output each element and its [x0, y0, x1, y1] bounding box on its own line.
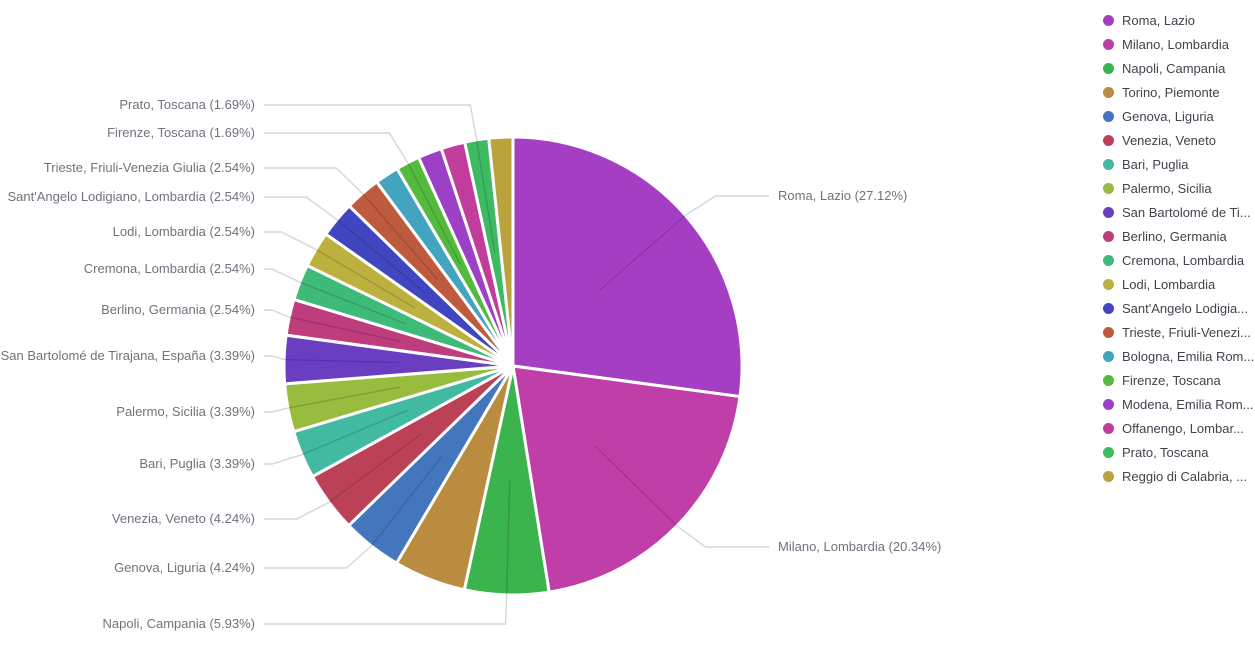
legend-item-label: San Bartolomé de Ti...	[1122, 204, 1251, 220]
leader-line-prato-toscana	[264, 104, 496, 254]
legend-item-label: Modena, Emilia Rom...	[1122, 396, 1254, 412]
legend-item-label: Cremona, Lombardia	[1122, 252, 1245, 268]
legend-item-napoli-campania[interactable]: Napoli, Campania	[1103, 56, 1254, 80]
legend-swatch	[1103, 110, 1114, 122]
legend-swatch	[1103, 398, 1114, 410]
legend-swatch	[1103, 254, 1114, 266]
legend-swatch	[1103, 326, 1114, 338]
legend-item-san-bartolom-de-ti[interactable]: San Bartolomé de Ti...	[1103, 200, 1254, 224]
legend-item-berlino-germania[interactable]: Berlino, Germania	[1103, 224, 1254, 248]
leader-line-napoli-campania	[264, 480, 511, 625]
legend-swatch	[1103, 158, 1114, 170]
legend-item-label: Offanengo, Lombar...	[1122, 420, 1244, 436]
legend-item-palermo-sicilia[interactable]: Palermo, Sicilia	[1103, 176, 1254, 200]
pie-slice-reggio-di-calabria[interactable]	[487, 135, 515, 368]
legend-swatch	[1103, 374, 1114, 386]
legend-item-torino-piemonte[interactable]: Torino, Piemonte	[1103, 80, 1254, 104]
legend-item-bari-puglia[interactable]: Bari, Puglia	[1103, 152, 1254, 176]
legend-swatch	[1103, 206, 1114, 218]
legend-swatch	[1103, 470, 1114, 482]
legend-item-firenze-toscana[interactable]: Firenze, Toscana	[1103, 368, 1254, 392]
legend: Roma, Lazio Milano, Lombardia Napoli, Camp…	[1103, 8, 1254, 488]
legend-item-reggio-di-calabria[interactable]: Reggio di Calabria, ...	[1103, 464, 1254, 488]
legend-item-label: Lodi, Lombardia	[1122, 276, 1216, 292]
legend-item-trieste-friuli-venezi[interactable]: Trieste, Friuli-Venezi...	[1103, 320, 1254, 344]
legend-item-label: Firenze, Toscana	[1122, 372, 1221, 388]
legend-item-label: Bologna, Emilia Rom...	[1122, 348, 1255, 364]
legend-item-modena-emilia-rom[interactable]: Modena, Emilia Rom...	[1103, 392, 1254, 416]
leader-line-palermo-sicilia	[264, 386, 401, 413]
legend-item-label: Reggio di Calabria, ...	[1122, 468, 1248, 484]
leader-line-genova-liguria	[264, 455, 443, 569]
leader-line-lodi-lombardia	[264, 231, 415, 309]
legend-item-genova-liguria[interactable]: Genova, Liguria	[1103, 104, 1254, 128]
leader-line-bari-puglia	[264, 409, 408, 465]
legend-swatch	[1103, 14, 1114, 26]
legend-item-label: Roma, Lazio	[1122, 12, 1195, 28]
legend-swatch	[1103, 446, 1114, 458]
legend-item-label: Milano, Lombardia	[1122, 36, 1229, 52]
legend-item-label: Trieste, Friuli-Venezi...	[1122, 324, 1251, 340]
legend-item-bologna-emilia-rom[interactable]: Bologna, Emilia Rom...	[1103, 344, 1254, 368]
legend-item-label: Palermo, Sicilia	[1122, 180, 1212, 196]
legend-swatch	[1103, 134, 1114, 146]
legend-item-offanengo-lombar[interactable]: Offanengo, Lombar...	[1103, 416, 1254, 440]
leader-line-venezia-veneto	[264, 433, 422, 520]
pie-slices	[282, 135, 744, 597]
pie-slice-milano-lombardia[interactable]	[511, 364, 742, 594]
legend-item-prato-toscana[interactable]: Prato, Toscana	[1103, 440, 1254, 464]
legend-item-label: Prato, Toscana	[1122, 444, 1209, 460]
legend-item-label: Berlino, Germania	[1122, 228, 1227, 244]
legend-swatch	[1103, 350, 1114, 362]
legend-item-roma-lazio[interactable]: Roma, Lazio	[1103, 8, 1254, 32]
leader-line-sant-angelo-lodigia	[264, 196, 426, 294]
legend-item-label: Genova, Liguria	[1122, 108, 1214, 124]
leader-lines	[264, 104, 769, 625]
leader-line-trieste-friuli-venezi	[264, 167, 439, 281]
legend-swatch	[1103, 302, 1114, 314]
leader-line-milano-lombardia	[594, 445, 769, 548]
leader-line-san-bartolom-de-ti	[264, 355, 399, 364]
legend-item-label: Venezia, Veneto	[1122, 132, 1216, 148]
legend-item-sant-angelo-lodigia[interactable]: Sant'Angelo Lodigia...	[1103, 296, 1254, 320]
leader-line-berlino-germania	[264, 309, 402, 343]
leader-line-cremona-lombardia	[264, 268, 407, 325]
legend-swatch	[1103, 278, 1114, 290]
legend-swatch	[1103, 422, 1114, 434]
legend-item-label: Sant'Angelo Lodigia...	[1122, 300, 1249, 316]
legend-swatch	[1103, 62, 1114, 74]
legend-item-label: Torino, Piemonte	[1122, 84, 1220, 100]
legend-item-milano-lombardia[interactable]: Milano, Lombardia	[1103, 32, 1254, 56]
legend-swatch	[1103, 38, 1114, 50]
legend-swatch	[1103, 230, 1114, 242]
leader-line-firenze-toscana	[264, 132, 461, 265]
legend-item-label: Napoli, Campania	[1122, 60, 1226, 76]
leader-line-roma-lazio	[598, 195, 769, 292]
legend-swatch	[1103, 86, 1114, 98]
legend-swatch	[1103, 182, 1114, 194]
legend-item-label: Bari, Puglia	[1122, 156, 1189, 172]
legend-item-venezia-veneto[interactable]: Venezia, Veneto	[1103, 128, 1254, 152]
legend-item-lodi-lombardia[interactable]: Lodi, Lombardia	[1103, 272, 1254, 296]
legend-item-cremona-lombardia[interactable]: Cremona, Lombardia	[1103, 248, 1254, 272]
